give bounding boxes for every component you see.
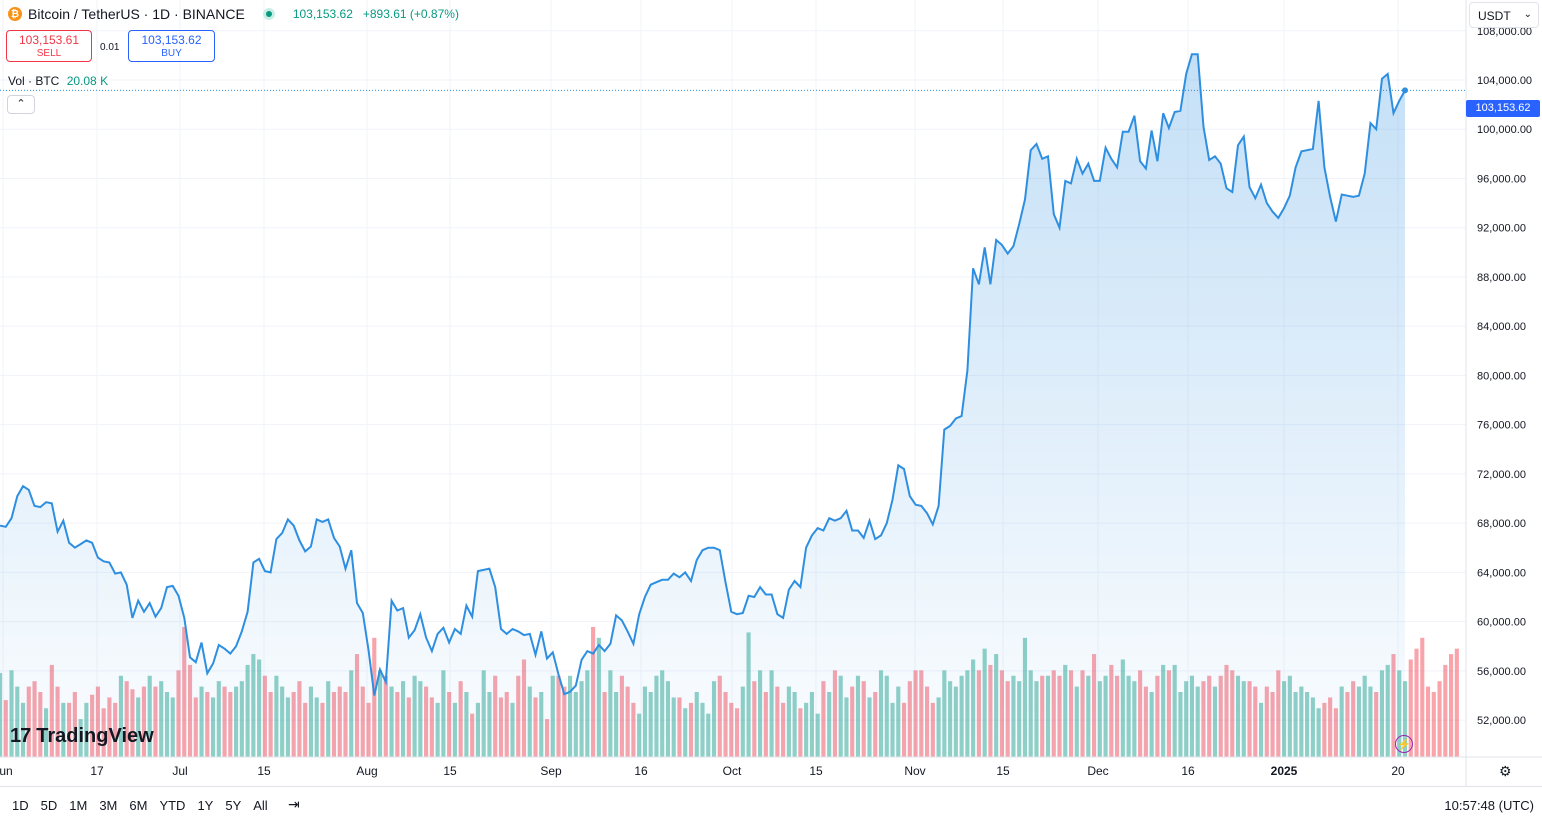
- range-1m[interactable]: 1M: [69, 798, 88, 813]
- price-tick-label: 56,000.00: [1477, 666, 1526, 678]
- price-tick-label: 64,000.00: [1477, 567, 1526, 579]
- current-price: 103,153.62: [292, 7, 353, 21]
- market-status-icon[interactable]: [262, 8, 275, 20]
- bitcoin-icon: ₿: [8, 7, 22, 21]
- time-tick-label: Dec: [1087, 764, 1108, 778]
- tradingview-logo-text: TradingView: [36, 725, 154, 747]
- time-tick-label: 15: [257, 764, 271, 778]
- range-3m[interactable]: 3M: [99, 798, 118, 813]
- time-tick-label: 15: [809, 764, 823, 778]
- collapse-legend-button[interactable]: ⌃: [7, 95, 35, 114]
- time-tick-label: 17: [90, 764, 104, 778]
- range-all[interactable]: All: [253, 798, 268, 813]
- volume-label: Vol · BTC: [8, 74, 60, 88]
- time-tick-label: Jul: [172, 764, 187, 778]
- symbol-title[interactable]: Bitcoin / TetherUS · 1D · BINANCE: [28, 6, 245, 22]
- range-buttons: 1D 5D 1M 3M 6M YTD 1Y 5Y All: [6, 798, 274, 813]
- buy-label: BUY: [161, 48, 182, 59]
- volume-bar: [1408, 659, 1413, 757]
- tradingview-logo[interactable]: 17 TradingView: [10, 725, 154, 748]
- volume-bar: [1420, 637, 1425, 757]
- price-tick-label: 108,000.00: [1477, 26, 1532, 38]
- range-5y[interactable]: 5Y: [225, 798, 242, 813]
- volume-bar: [1431, 692, 1436, 757]
- volume-bar: [1449, 654, 1454, 757]
- spread-value: 0.01: [100, 42, 120, 53]
- range-5d[interactable]: 5D: [40, 798, 58, 813]
- time-tick-label: Jun: [0, 764, 13, 778]
- price-tick-label: 84,000.00: [1477, 321, 1526, 333]
- range-1d[interactable]: 1D: [12, 798, 29, 813]
- time-tick-label: 20: [1391, 764, 1405, 778]
- sell-price: 103,153.61: [18, 33, 80, 47]
- volume-bar: [1454, 648, 1459, 757]
- price-line: [0, 53, 1406, 696]
- volume-bar: [1414, 648, 1419, 757]
- price-change: +893.61 (+0.87%): [362, 7, 459, 21]
- buy-price: 103,153.62: [141, 33, 202, 47]
- volume-value: 20.08 K: [66, 74, 109, 88]
- price-tick-label: 96,000.00: [1477, 173, 1526, 185]
- time-tick-label: 2025: [1271, 764, 1298, 778]
- price-tick-label: 100,000.00: [1477, 124, 1532, 136]
- clock-display[interactable]: 10:57:48 (UTC): [1444, 798, 1534, 813]
- chevron-down-icon: ⌄: [1523, 9, 1532, 20]
- time-tick-label: Aug: [356, 764, 377, 778]
- time-tick-label: 15: [443, 764, 457, 778]
- price-tick-label: 92,000.00: [1477, 223, 1526, 235]
- symbol-header: ₿ Bitcoin / TetherUS · 1D · BINANCE 103,…: [8, 6, 459, 22]
- price-tick-label: 60,000.00: [1477, 617, 1526, 629]
- time-tick-label: Sep: [540, 764, 562, 778]
- volume-bar: [1425, 686, 1431, 757]
- time-tick-label: 16: [634, 764, 648, 778]
- price-tick-label: 104,000.00: [1477, 75, 1532, 87]
- price-chart[interactable]: 108,000.00 104,000.00 100,000.00 96,000.00 9…: [0, 0, 1542, 786]
- price-area-fill: [0, 54, 1405, 757]
- price-tick-label: 72,000.00: [1477, 469, 1526, 481]
- range-1y[interactable]: 1Y: [197, 798, 214, 813]
- bottom-toolbar: 1D 5D 1M 3M 6M YTD 1Y 5Y All ⇥ 10:57:48 …: [0, 786, 1542, 821]
- price-tick-label: 80,000.00: [1477, 370, 1526, 382]
- price-tick-label: 88,000.00: [1477, 272, 1526, 284]
- buy-button[interactable]: 103,153.62 BUY: [128, 30, 215, 62]
- volume-legend[interactable]: Vol · BTC 20.08 K: [8, 74, 108, 88]
- last-price-label: 103,153.62: [1466, 100, 1540, 117]
- goto-date-icon[interactable]: ⇥: [288, 796, 300, 812]
- price-tick-label: 52,000.00: [1477, 715, 1526, 727]
- currency-value: USDT: [1478, 9, 1511, 23]
- sell-button[interactable]: 103,153.61 SELL: [6, 30, 92, 62]
- time-tick-label: Nov: [904, 764, 925, 778]
- flash-icon[interactable]: ⚡: [1395, 735, 1413, 753]
- last-price-dot: [1402, 87, 1408, 94]
- tradingview-logo-mark: 17: [10, 725, 31, 747]
- price-axis: 108,000.00 104,000.00 100,000.00 96,000.00 9…: [1477, 26, 1532, 727]
- price-tick-label: 68,000.00: [1477, 518, 1526, 530]
- range-ytd[interactable]: YTD: [159, 798, 186, 813]
- price-tick-label: 76,000.00: [1477, 420, 1526, 432]
- volume-bar: [1443, 664, 1448, 757]
- gear-icon[interactable]: ⚙: [1499, 763, 1512, 779]
- sell-label: SELL: [36, 48, 62, 59]
- currency-select[interactable]: USDT ⌄: [1469, 2, 1539, 28]
- time-tick-label: 15: [996, 764, 1010, 778]
- range-6m[interactable]: 6M: [129, 798, 148, 813]
- volume-bar: [1437, 681, 1442, 757]
- time-tick-label: 16: [1181, 764, 1195, 778]
- time-tick-label: Oct: [723, 764, 742, 778]
- time-axis: Jun 17 Jul 15 Aug 15 Sep 16 Oct 15 Nov 15 Dec 16 2025 2…: [0, 764, 1405, 778]
